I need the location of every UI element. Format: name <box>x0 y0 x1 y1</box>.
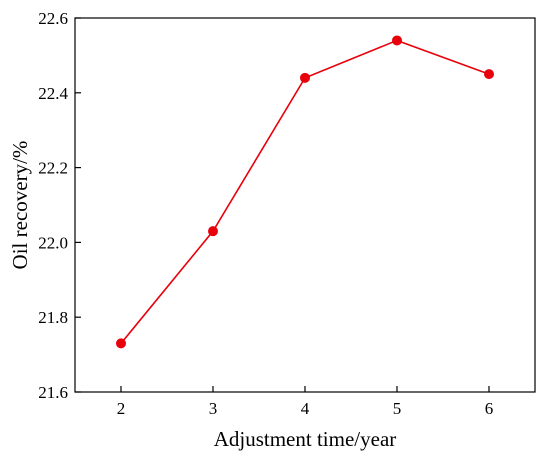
x-tick-label: 6 <box>485 399 494 418</box>
data-point <box>300 72 310 83</box>
y-tick-label: 22.0 <box>38 233 68 252</box>
x-tick-label: 3 <box>209 399 218 418</box>
x-tick-label: 5 <box>393 399 402 418</box>
x-axis-title: Adjustment time/year <box>214 427 397 451</box>
series-line <box>120 39 490 344</box>
x-tick-label: 4 <box>301 399 310 418</box>
y-tick-label: 22.6 <box>38 9 68 28</box>
data-point <box>208 226 218 237</box>
y-tick-label: 22.4 <box>38 84 68 103</box>
series-layer <box>116 35 494 349</box>
y-tick-label: 22.2 <box>38 159 68 178</box>
data-point <box>116 338 126 349</box>
data-point <box>392 35 402 46</box>
x-axis: 2 3 4 5 6 <box>117 386 494 418</box>
y-axis: 21.6 21.8 22.0 22.2 22.4 22.6 <box>38 9 81 402</box>
y-tick-label: 21.6 <box>38 383 68 402</box>
x-tick-label: 2 <box>117 399 126 418</box>
data-point <box>484 69 494 80</box>
y-axis-title: Oil recovery/% <box>8 141 32 270</box>
y-tick-label: 21.8 <box>38 308 68 327</box>
